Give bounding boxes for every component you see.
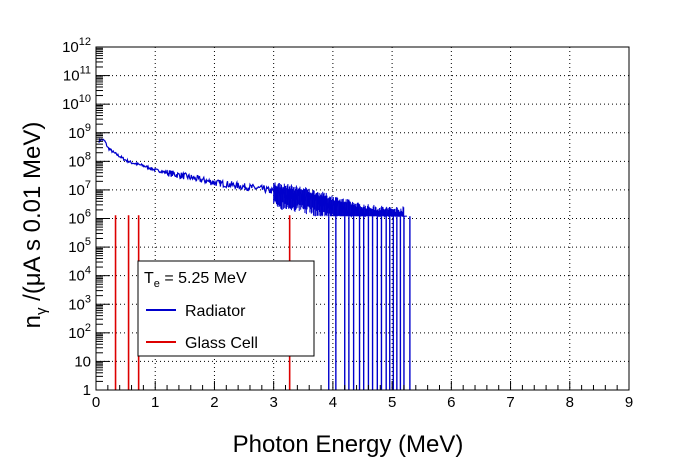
y-axis-title-n: n <box>19 315 46 328</box>
series-radiator <box>98 137 411 390</box>
y-tick-exponent: 9 <box>85 122 91 134</box>
x-tick-label: 1 <box>151 394 159 411</box>
x-tick-label: 8 <box>566 394 574 411</box>
y-tick-label: 1 <box>83 382 91 399</box>
legend: Te = 5.25 MeV Radiator Glass Cell <box>137 260 315 357</box>
y-tick-exponent: 6 <box>85 208 91 220</box>
y-tick-base: 10 <box>62 39 79 56</box>
x-tick-label: 2 <box>210 394 218 411</box>
y-axis-title: nγ /(μA s 0.01 MeV) <box>19 122 50 329</box>
y-axis-title-gamma: γ <box>33 307 50 315</box>
y-tick-exponent: 3 <box>85 293 91 305</box>
y-tick-label: 108 <box>68 150 91 170</box>
y-tick-label: 1012 <box>62 36 91 56</box>
x-tick-label: 5 <box>388 394 396 411</box>
y-tick-base: 10 <box>68 239 85 256</box>
legend-label-glass-cell: Glass Cell <box>185 335 258 352</box>
y-tick-label: 102 <box>68 322 91 342</box>
y-tick-exponent: 11 <box>80 65 91 77</box>
x-tick-label: 4 <box>329 394 337 411</box>
y-tick-exponent: 2 <box>85 322 91 334</box>
y-tick-exponent: 5 <box>85 236 91 248</box>
y-tick-label: 1010 <box>62 93 91 113</box>
y-tick-exponent: 10 <box>79 93 91 105</box>
y-tick-exponent: 4 <box>85 265 91 277</box>
y-tick-base: 10 <box>68 296 85 313</box>
y-tick-exponent: 8 <box>85 150 91 162</box>
y-tick-base: 10 <box>68 325 85 342</box>
y-tick-label: 105 <box>68 236 91 256</box>
y-tick-base: 10 <box>68 268 85 285</box>
x-tick-label: 7 <box>506 394 514 411</box>
y-tick-label: 1011 <box>63 65 91 85</box>
y-tick-base: 10 <box>68 211 85 228</box>
y-tick-base: 10 <box>68 182 85 199</box>
x-tick-label: 6 <box>447 394 455 411</box>
y-tick-base: 10 <box>62 96 79 113</box>
y-tick-base: 10 <box>68 125 85 142</box>
y-tick-label: 106 <box>68 208 91 228</box>
x-tick-label: 3 <box>269 394 277 411</box>
legend-box <box>137 260 315 357</box>
legend-title: Te = 5.25 MeV <box>144 270 247 290</box>
y-tick-label: 10 <box>74 353 91 370</box>
y-tick-label: 104 <box>68 265 91 285</box>
legend-title-sub: e <box>154 278 160 290</box>
legend-title-rest: = 5.25 MeV <box>160 270 247 287</box>
y-tick-base: 10 <box>63 68 80 85</box>
y-tick-label: 107 <box>68 179 91 199</box>
x-axis-ticks: 0 1 2 3 4 5 6 7 8 9 <box>92 381 633 411</box>
y-tick-label: 109 <box>68 122 91 142</box>
legend-label-radiator: Radiator <box>185 303 246 320</box>
y-tick-exponent: 7 <box>85 179 91 191</box>
x-axis-title: Photon Energy (MeV) <box>233 431 464 458</box>
x-tick-label: 9 <box>625 394 633 411</box>
y-tick-label: 103 <box>68 293 91 313</box>
y-axis-title-rest: /(μA s 0.01 MeV) <box>19 122 46 308</box>
x-tick-label: 0 <box>92 394 100 411</box>
y-tick-base: 10 <box>68 153 85 170</box>
y-tick-exponent: 12 <box>79 36 91 48</box>
legend-title-t: T <box>144 270 154 287</box>
